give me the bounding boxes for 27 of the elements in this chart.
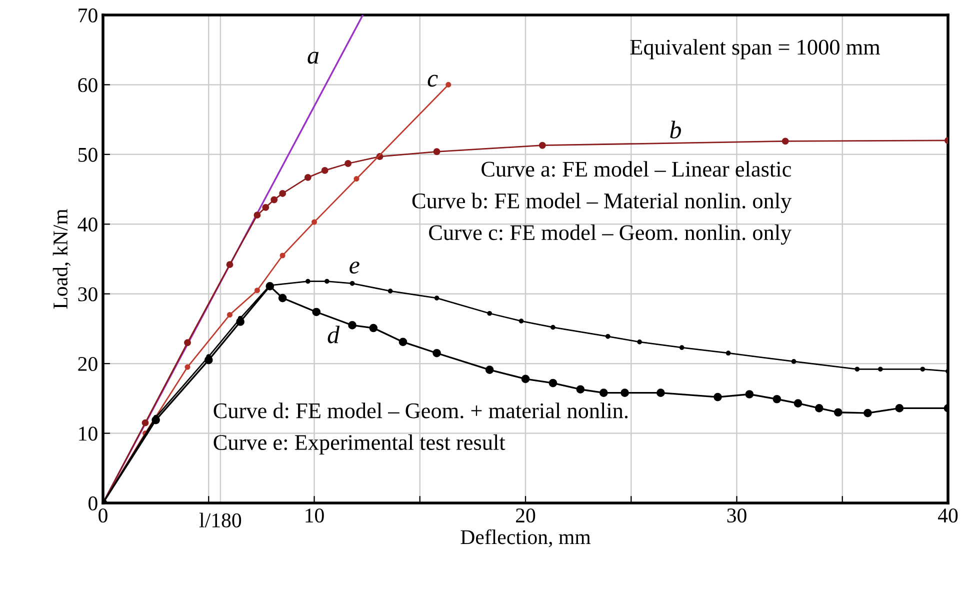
series-label: c — [428, 74, 438, 87]
x-tick-label: 10 — [306, 508, 324, 523]
x-tick-label: 20 — [516, 508, 536, 523]
annotation: Curve e: Experimental test result — [214, 434, 506, 455]
annotation: Curve b: FE model – Material nonlin. only — [412, 192, 792, 213]
series-label: d — [328, 326, 340, 344]
y-tick-label: 10 — [79, 426, 98, 441]
y-axis-title: Load, kN/m — [52, 208, 71, 309]
ref-line-label: l/180 — [199, 512, 242, 528]
annotation: Curve a: FE model – Linear elastic — [482, 161, 791, 177]
y-tick-label: 40 — [78, 218, 98, 232]
y-tick-label: 60 — [78, 78, 98, 92]
x-tick-label: 30 — [727, 508, 746, 523]
x-axis-title: Deflection, mm — [460, 529, 591, 548]
x-tick-label: 40 — [938, 508, 958, 523]
y-tick-label: 0 — [88, 496, 98, 510]
y-tick-label: 50 — [78, 148, 98, 162]
y-tick-label: 30 — [78, 287, 98, 302]
x-tick-label: 0 — [98, 508, 108, 523]
series-label: b — [670, 120, 681, 138]
y-tick-label: 70 — [78, 8, 98, 22]
annotation: Equivalent span = 1000 mm — [630, 39, 880, 60]
annotation: Curve c: FE model – Geom. nonlin. only — [429, 224, 792, 245]
y-tick-label: 20 — [78, 356, 98, 372]
series-label: e — [350, 262, 360, 274]
annotation: Curve d: FE model – Geom. + material nonlin. — [214, 402, 628, 418]
series-label: a — [308, 52, 318, 64]
